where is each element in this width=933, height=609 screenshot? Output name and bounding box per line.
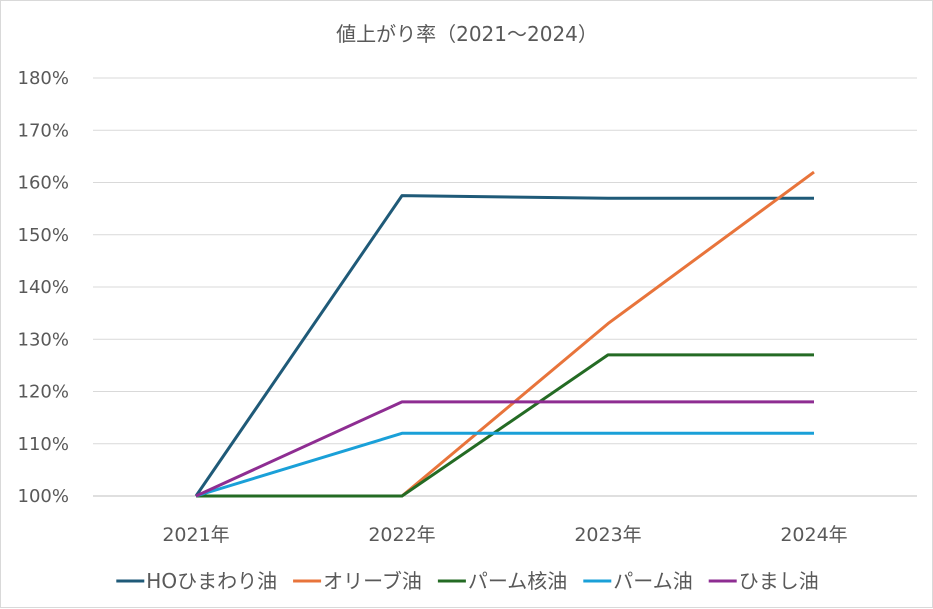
y-axis-ticks: 100% 110% 120% 130% 140% 150% 160% 170% 180% [18,68,69,507]
x-tick-label: 2023年 [574,524,641,546]
series-line [194,194,814,497]
gridlines [93,77,917,497]
legend-item: パーム油 [583,569,693,593]
x-tick-label: 2024年 [780,524,847,546]
legend-label: HOひまわり油 [146,569,277,593]
y-tick-label: 130% [18,329,69,350]
chart-title: 値上がり率（2021～2024） [336,22,598,46]
y-tick-label: 100% [18,486,69,507]
y-tick-label: 170% [18,120,69,141]
series-line [195,431,814,498]
legend-label: パーム油 [613,569,692,593]
legend-label: パーム核油 [468,569,567,593]
y-tick-label: 160% [18,173,69,194]
legend-item: ひまし油 [708,569,819,593]
y-tick-label: 180% [18,68,69,89]
y-tick-label: 120% [18,382,69,403]
legend-item: オリーブ油 [293,569,422,593]
legend: HOひまわり油 オリーブ油 パーム核油 パーム油 ひまし油 [116,569,819,593]
legend-label: ひまし油 [739,569,819,593]
x-axis-ticks: 2021年 2022年 2023年 2024年 [162,524,847,546]
legend-label: オリーブ油 [323,569,422,593]
series-lines [194,170,815,498]
y-tick-label: 140% [18,277,69,298]
y-tick-label: 150% [18,225,69,246]
x-tick-label: 2021年 [162,524,229,546]
legend-item: パーム核油 [437,569,567,593]
series-line [195,400,814,498]
y-tick-label: 110% [18,434,69,455]
legend-item: HOひまわり油 [116,569,277,593]
series-line [196,170,815,498]
x-tick-label: 2022年 [368,524,435,546]
series-line [196,353,814,498]
